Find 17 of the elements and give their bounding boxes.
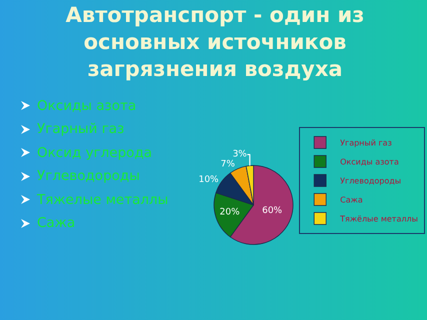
legend-label: Углеводороды [340,176,402,186]
text: Углеводороды [37,167,140,186]
text: Сажа [37,214,76,234]
legend-label: Тяжёлые металлы [339,214,418,224]
data-label: 10% [198,175,220,186]
text: Оксиды азота [37,96,136,116]
data-label: 60% [262,206,283,216]
chart-title: Автотранспорт - один из основных источников загрязнения воздуха [64,2,366,83]
legend-label: Оксиды азота [340,158,399,167]
text: Оксид углерода [37,144,152,163]
legend-label: Сажа [340,196,363,205]
data-label: 3% [232,150,248,160]
data-label: 7% [220,160,236,170]
text: Тяжелые металлы [37,190,168,210]
legend-label: Угарный газ [340,138,392,148]
text: Угарный газ [37,120,124,140]
data-label: 20% [220,208,240,218]
